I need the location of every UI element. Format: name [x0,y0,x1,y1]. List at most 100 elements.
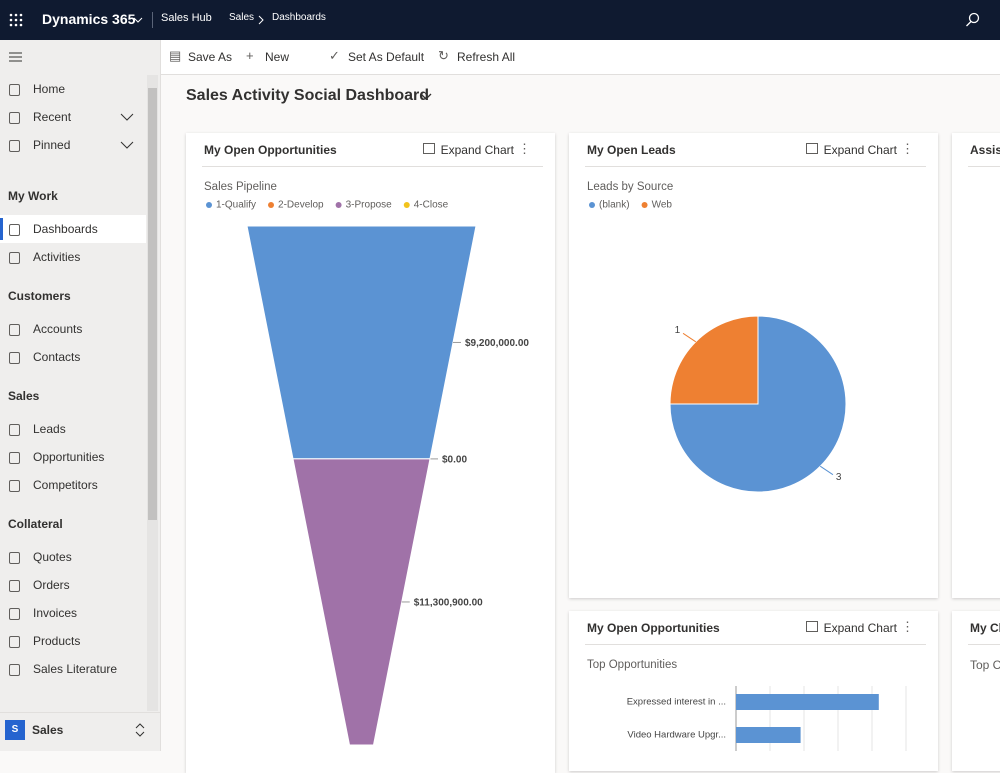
bar [736,694,879,710]
nav-label: Home [33,82,66,96]
panel-title: My Cl [970,621,1000,635]
command-button[interactable]: Save As [188,50,233,64]
legend-label: 2-Develop [278,200,324,211]
charts-layer: Sales Pipeline 1-Qualify 2-Develop 3-Propos… [204,181,907,751]
more-menu[interactable]: ⋮ [518,141,531,156]
chart-title: Leads by Source [587,181,673,193]
area-badge: S [5,720,25,740]
area-chevrons [135,723,145,737]
command-button[interactable]: New [265,50,290,64]
nav-label: Opportunities [33,450,105,464]
nav-item[interactable]: Activities [0,243,146,271]
area-name: Sales [32,723,64,737]
nav-icon [9,140,20,152]
command-button[interactable]: Set As Default [348,50,425,64]
legend-swatch [589,202,595,208]
expand-icon[interactable] [806,621,818,632]
dashboard-chevron[interactable] [420,93,432,101]
nav-item[interactable]: Orders [0,571,146,599]
nav-item[interactable]: Competitors [0,471,146,499]
divider [152,12,153,28]
nav-label: Invoices [33,606,78,620]
legend-swatch [641,202,648,208]
breadcrumb-separator [258,15,264,25]
nav-label: Orders [33,578,70,592]
nav-item[interactable]: Pinned [0,131,146,159]
nav-icon [9,580,20,592]
nav-item[interactable]: Dashboards [0,215,146,243]
command-bar: ▤ Save As + New ✓ Set As Default ↻ Refresh All [161,40,1000,75]
nav-item[interactable]: Sales Literature [0,655,146,683]
panel: My Cl Top C [952,611,1000,771]
expand-chart[interactable]: Expand Chart [823,621,897,635]
nav-group-title: My Work [8,189,58,203]
legend-swatch [206,202,212,208]
nav-icon [9,480,20,492]
legend-label: 1-Qualify [216,200,256,211]
chevron[interactable] [133,16,143,24]
expand-icon[interactable] [806,143,818,154]
panel-divider [202,166,543,167]
nav-label: Leads [33,422,66,436]
nav-icon [9,452,20,464]
top-bar: Dynamics 365 Sales Hub Sales Dashboards [0,0,1000,40]
nav-item[interactable]: Home [0,75,146,103]
hamburger[interactable] [9,52,23,62]
nav-label: Pinned [33,138,71,152]
nav-label: Products [33,634,81,648]
page: Dynamics 365 Sales Hub Sales Dashboards … [0,0,1000,751]
chevron [120,141,134,149]
nav-label: Dashboards [33,222,98,236]
funnel-segment [246,225,477,460]
panel-divider [585,644,926,645]
command-icon: ▤ [169,48,182,63]
scrollbar-thumb[interactable] [148,88,157,520]
nav-icon [9,608,20,620]
nav-item[interactable]: Accounts [0,315,146,343]
leader-line [819,465,834,476]
nav-item[interactable]: Leads [0,415,146,443]
nav-item[interactable]: Opportunities [0,443,146,471]
bar [736,727,801,743]
nav-label: Sales Literature [33,662,118,676]
chevron [120,113,134,121]
chart-title: Top Opportunities [587,659,677,671]
panel-title: My Open Opportunities [587,621,720,635]
breadcrumb[interactable]: Sales [229,12,255,23]
more-menu[interactable]: ⋮ [901,619,914,634]
breadcrumb[interactable]: Dashboards [272,12,326,23]
expand-chart[interactable]: Expand Chart [440,143,514,157]
nav-group-title: Sales [8,389,40,403]
search-icon[interactable] [965,12,981,28]
command-button[interactable]: Refresh All [457,50,516,64]
nav-item[interactable]: Quotes [0,543,146,571]
nav-item[interactable]: Recent [0,103,146,131]
nav-icon [9,84,20,96]
panel-divider [968,644,1000,645]
data-label: $11,300,900.00 [414,598,483,609]
data-label: $0.00 [442,455,467,466]
nav-item[interactable]: Invoices [0,599,146,627]
hub-name[interactable]: Sales Hub [161,12,212,24]
legend-swatch [268,202,275,208]
panel-title: Assista [970,143,1000,157]
nav-label: Recent [33,110,72,124]
area-switcher[interactable]: S Sales [0,712,160,751]
panel: My Open Opportunities Expand Chart ⋮ [569,611,938,771]
app-name[interactable]: Dynamics 365 [42,11,136,27]
dashboard-title[interactable]: Sales Activity Social Dashboard [186,87,430,104]
nav-group-title: Collateral [8,517,63,531]
expand-chart[interactable]: Expand Chart [823,143,897,157]
chart-title: Sales Pipeline [204,181,277,193]
expand-icon[interactable] [423,143,435,154]
more-menu[interactable]: ⋮ [901,141,914,156]
app-launcher[interactable] [9,13,23,27]
nav-icon [9,324,20,336]
data-label: 1 [675,325,681,336]
nav-icon [9,552,20,564]
nav-item[interactable]: Products [0,627,146,655]
nav-item[interactable]: Contacts [0,343,146,371]
panel-title: My Open Leads [587,143,676,157]
command-icon: ✓ [329,48,340,63]
chart-title: Top C [970,658,1000,672]
